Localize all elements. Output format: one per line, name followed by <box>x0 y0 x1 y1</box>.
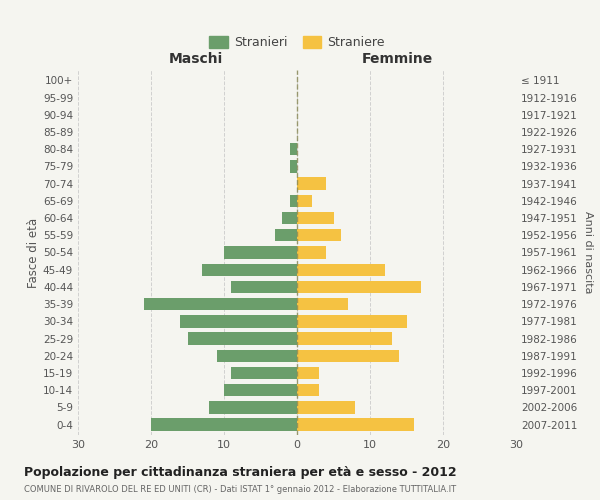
Bar <box>297 402 355 413</box>
Bar <box>232 280 297 293</box>
Bar <box>297 315 407 328</box>
Text: Popolazione per cittadinanza straniera per età e sesso - 2012: Popolazione per cittadinanza straniera p… <box>24 466 457 479</box>
Bar <box>297 229 341 241</box>
Bar <box>297 178 326 190</box>
Bar <box>224 384 297 396</box>
Bar <box>290 143 297 156</box>
Y-axis label: Fasce di età: Fasce di età <box>27 218 40 288</box>
Bar <box>275 229 297 241</box>
Bar <box>297 332 392 345</box>
Bar <box>297 350 399 362</box>
Bar <box>290 194 297 207</box>
Bar <box>187 332 297 345</box>
Bar <box>297 264 385 276</box>
Bar <box>297 280 421 293</box>
Bar <box>297 246 326 258</box>
Bar <box>297 418 414 431</box>
Text: Femmine: Femmine <box>362 52 433 66</box>
Bar <box>297 298 348 310</box>
Bar <box>209 402 297 413</box>
Bar <box>202 264 297 276</box>
Bar <box>180 315 297 328</box>
Bar <box>297 384 319 396</box>
Text: Maschi: Maschi <box>169 52 223 66</box>
Bar <box>224 246 297 258</box>
Bar <box>297 194 311 207</box>
Bar <box>297 367 319 379</box>
Y-axis label: Anni di nascita: Anni di nascita <box>583 211 593 294</box>
Bar <box>144 298 297 310</box>
Bar <box>232 367 297 379</box>
Bar <box>297 212 334 224</box>
Bar <box>151 418 297 431</box>
Bar <box>290 160 297 172</box>
Legend: Stranieri, Straniere: Stranieri, Straniere <box>205 32 389 53</box>
Bar <box>283 212 297 224</box>
Bar <box>217 350 297 362</box>
Text: COMUNE DI RIVAROLO DEL RE ED UNITI (CR) - Dati ISTAT 1° gennaio 2012 - Elaborazi: COMUNE DI RIVAROLO DEL RE ED UNITI (CR) … <box>24 485 456 494</box>
